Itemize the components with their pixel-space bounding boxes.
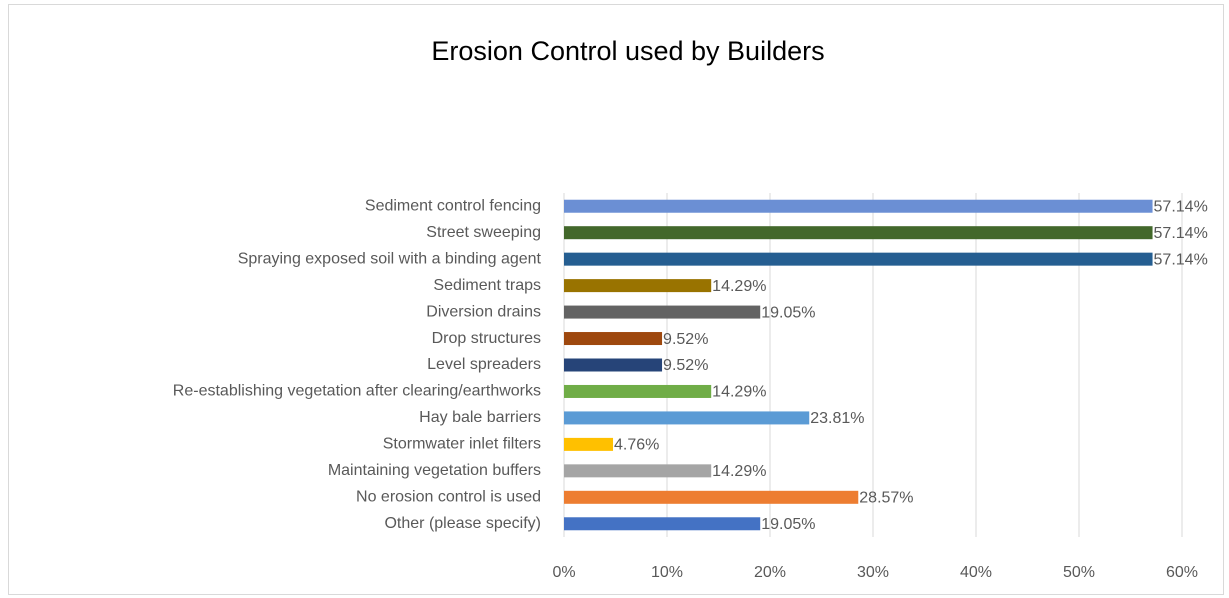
y-tick-label: Sediment traps — [433, 277, 541, 294]
bar — [564, 411, 810, 425]
bar — [564, 517, 761, 531]
bar — [564, 305, 761, 319]
value-label: 9.52% — [663, 357, 708, 374]
bar — [564, 437, 614, 451]
bar — [564, 226, 1153, 240]
value-label: 57.14% — [1154, 198, 1208, 215]
x-tick-label: 40% — [960, 564, 992, 581]
y-tick-label: Stormwater inlet filters — [383, 436, 541, 453]
value-label: 14.29% — [712, 384, 766, 401]
y-tick-label: Diversion drains — [426, 303, 541, 320]
bar — [564, 384, 712, 398]
value-label: 19.05% — [761, 516, 815, 533]
bar — [564, 490, 859, 504]
bar — [564, 252, 1153, 266]
value-label: 19.05% — [761, 304, 815, 321]
chart-frame — [8, 4, 1224, 595]
y-tick-label: Re-establishing vegetation after clearin… — [173, 383, 541, 400]
value-label: 4.76% — [614, 437, 659, 454]
chart-title: Erosion Control used by Builders — [431, 36, 824, 66]
x-tick-label: 20% — [754, 564, 786, 581]
x-tick-label: 10% — [651, 564, 683, 581]
value-label: 14.29% — [712, 463, 766, 480]
bar — [564, 199, 1153, 213]
x-tick-label: 0% — [552, 564, 575, 581]
y-tick-label: Drop structures — [432, 330, 541, 347]
x-tick-label: 30% — [857, 564, 889, 581]
value-label: 9.52% — [663, 331, 708, 348]
bar — [564, 279, 712, 293]
y-tick-label: Sediment control fencing — [365, 197, 541, 214]
y-tick-label: Spraying exposed soil with a binding age… — [238, 250, 542, 267]
value-label: 28.57% — [859, 490, 913, 507]
bar — [564, 332, 663, 346]
y-tick-label: Hay bale barriers — [419, 409, 541, 426]
value-label: 23.81% — [810, 410, 864, 427]
value-label: 14.29% — [712, 278, 766, 295]
x-tick-label: 60% — [1166, 564, 1198, 581]
bar — [564, 464, 712, 478]
bar — [564, 358, 663, 372]
y-tick-label: Maintaining vegetation buffers — [328, 462, 541, 479]
x-tick-label: 50% — [1063, 564, 1095, 581]
value-label: 57.14% — [1154, 225, 1208, 242]
y-tick-label: Level spreaders — [427, 356, 541, 373]
value-label: 57.14% — [1154, 251, 1208, 268]
y-tick-label: Street sweeping — [426, 224, 541, 241]
y-tick-label: Other (please specify) — [384, 515, 541, 532]
y-tick-label: No erosion control is used — [356, 489, 541, 506]
